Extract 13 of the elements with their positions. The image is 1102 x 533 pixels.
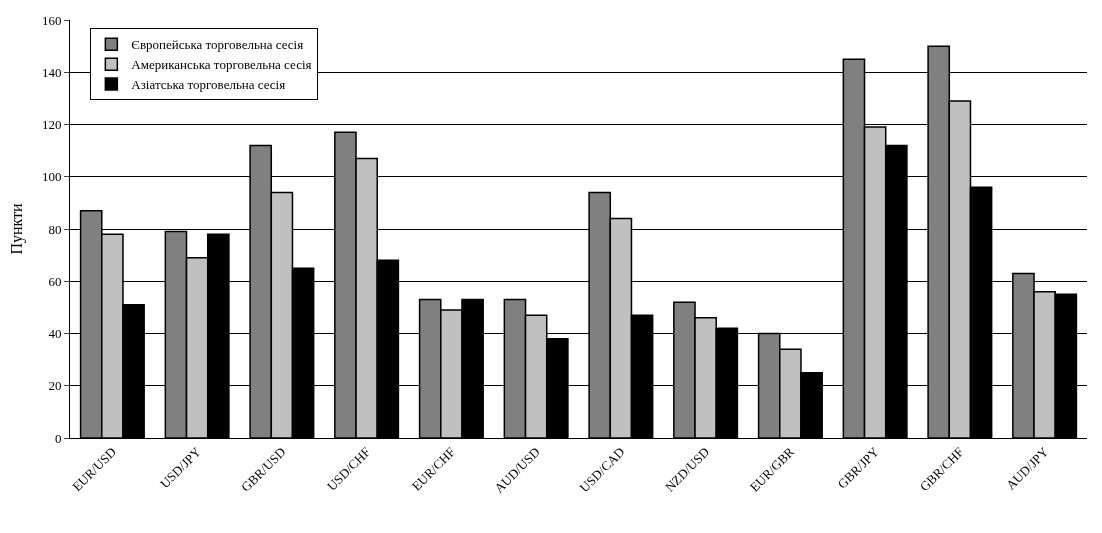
- y-tick-label: 160: [41, 12, 62, 28]
- y-tick-label: 40: [48, 326, 62, 342]
- y-tick-label: 120: [41, 117, 62, 133]
- y-tick-label: 100: [41, 169, 62, 185]
- legend-label: Азіатська торговельна сесія: [131, 77, 286, 93]
- legend-label: Європейська торговельна сесія: [131, 37, 304, 53]
- y-tick-label: 80: [48, 221, 62, 237]
- y-tick-label: 60: [48, 273, 62, 289]
- y-tick-label: 20: [48, 378, 62, 394]
- y-tick-label: 0: [54, 430, 62, 446]
- legend-label: Американська торговельна сесія: [131, 57, 312, 73]
- y-axis-title: Пункти: [7, 202, 26, 255]
- y-tick-label: 140: [41, 64, 62, 80]
